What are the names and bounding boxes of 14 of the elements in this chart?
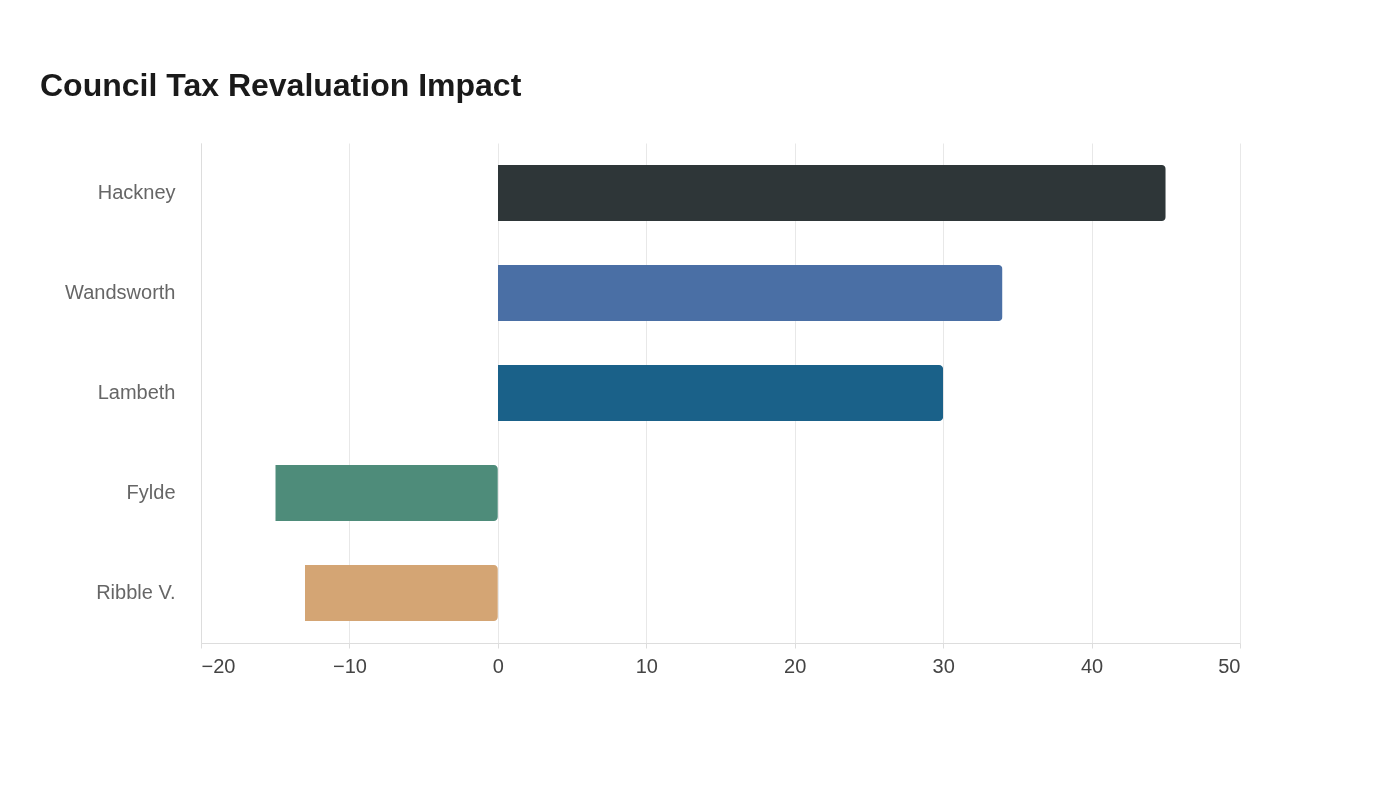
x-tick-label: 0 <box>492 654 504 677</box>
x-tick-label: 20 <box>784 654 807 677</box>
x-tick-label: 40 <box>1080 654 1104 677</box>
y-tick-label: Hackney <box>97 181 176 203</box>
x-tick-label: −10 <box>332 654 367 677</box>
x-tick-label: 30 <box>932 654 955 677</box>
y-tick-label: Lambeth <box>97 381 176 403</box>
y-tick-label: Ribble V. <box>96 581 176 603</box>
y-tick-label: Fylde <box>126 481 176 503</box>
x-tick-label: −20 <box>201 654 236 677</box>
chart-title: Council Tax Revaluation Impact <box>40 67 522 103</box>
y-tick-label: Wandsworth <box>65 281 176 303</box>
x-tick-label: 10 <box>635 654 658 677</box>
x-tick-label: 50 <box>1218 654 1241 677</box>
